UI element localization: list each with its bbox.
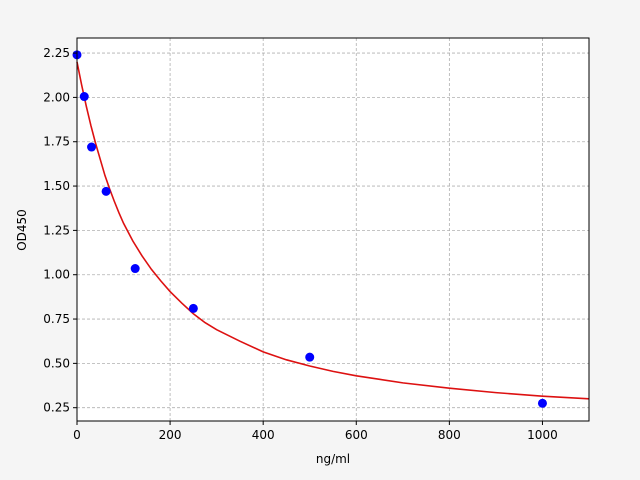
fit-curve-line	[76, 61, 590, 400]
data-point	[305, 352, 315, 362]
data-point	[87, 142, 97, 152]
y-tick-label: 1.75	[43, 135, 70, 149]
y-tick-label: 1.00	[43, 268, 70, 282]
x-tick-label: 200	[159, 428, 182, 442]
y-tick-label: 0.75	[43, 312, 70, 326]
x-axis-label: ng/ml	[316, 452, 350, 466]
y-tick-label: 1.25	[43, 223, 70, 237]
data-point	[130, 264, 140, 274]
data-point	[537, 398, 547, 408]
y-tick-label: 1.50	[43, 179, 70, 193]
plot-frame	[76, 37, 590, 422]
x-tick-label: 800	[438, 428, 461, 442]
y-tick-label: 2.00	[43, 90, 70, 104]
x-tick-label: 400	[252, 428, 275, 442]
data-point	[79, 92, 89, 102]
y-tick-label: 0.50	[43, 356, 70, 370]
data-point	[101, 186, 111, 196]
data-point	[188, 303, 198, 313]
x-axis-ticks: 0 200 400 600 800 1000	[73, 421, 558, 442]
x-tick-label: 1000	[527, 428, 558, 442]
fit-curve-layer	[76, 61, 590, 400]
y-tick-label: 0.25	[43, 401, 70, 415]
y-axis-ticks: 0.25 0.50 0.75 1.00 1.25 1.50 1.75 2.00 2.25	[43, 46, 77, 415]
plot-area	[77, 38, 589, 421]
y-axis-label: OD450	[15, 209, 29, 251]
y-tick-label: 2.25	[43, 46, 70, 60]
x-tick-label: 600	[345, 428, 368, 442]
x-tick-label: 0	[73, 428, 81, 442]
